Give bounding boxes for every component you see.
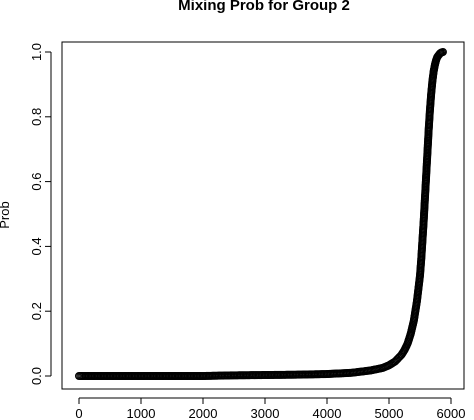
- data-point: [438, 48, 447, 56]
- y-tick-label: 0.8: [29, 108, 44, 126]
- data-points: [75, 48, 447, 380]
- plot-frame: [61, 41, 465, 390]
- x-tick-label: 1000: [127, 406, 156, 420]
- y-tick-label: 0.0: [29, 367, 44, 385]
- x-tick-label: 4000: [313, 406, 342, 420]
- y-tick-label: 1.0: [29, 43, 44, 61]
- chart-title: Mixing Prob for Group 2: [178, 0, 350, 14]
- x-tick-label: 6000: [437, 406, 466, 420]
- x-axis: 0 1000 2000 3000 4000 5000 6000: [75, 397, 466, 420]
- x-tick-label: 2000: [189, 406, 218, 420]
- y-axis-label: Prob: [0, 201, 12, 228]
- y-axis: 0.0 0.2 0.4 0.6 0.8 1.0: [29, 43, 52, 385]
- x-tick-label: 5000: [375, 406, 404, 420]
- y-tick-label: 0.4: [29, 237, 44, 255]
- x-tick-label: 0: [75, 406, 82, 420]
- y-tick-label: 0.2: [29, 302, 44, 320]
- x-tick-label: 3000: [251, 406, 280, 420]
- y-tick-label: 0.6: [29, 173, 44, 191]
